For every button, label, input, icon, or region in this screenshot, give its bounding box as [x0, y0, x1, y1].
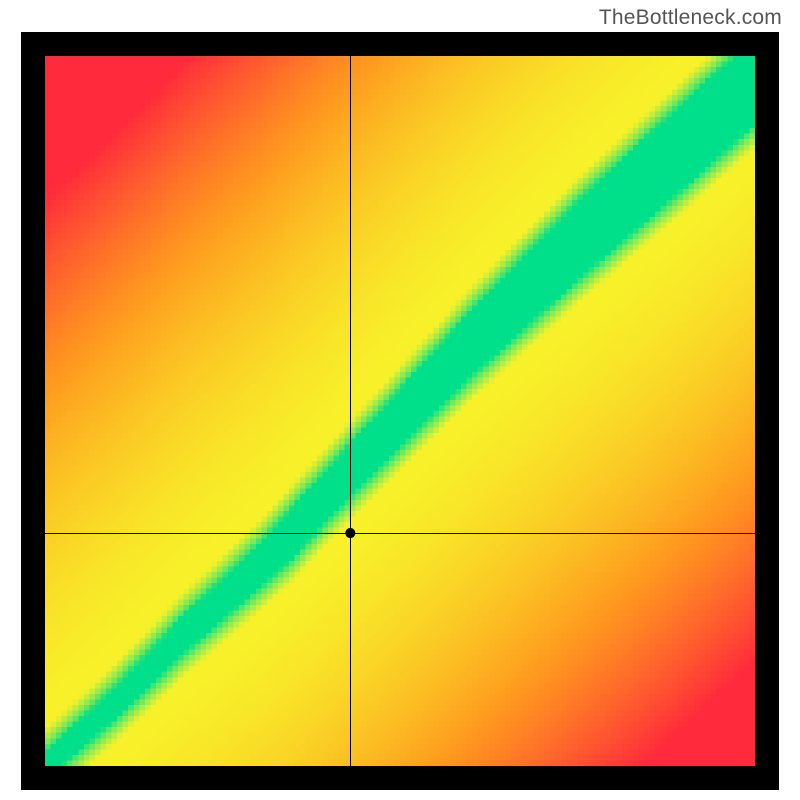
watermark-text: TheBottleneck.com: [599, 6, 782, 30]
chart-container: TheBottleneck.com: [0, 0, 800, 800]
overlay-canvas: [21, 32, 779, 790]
plot-frame: [21, 32, 779, 790]
